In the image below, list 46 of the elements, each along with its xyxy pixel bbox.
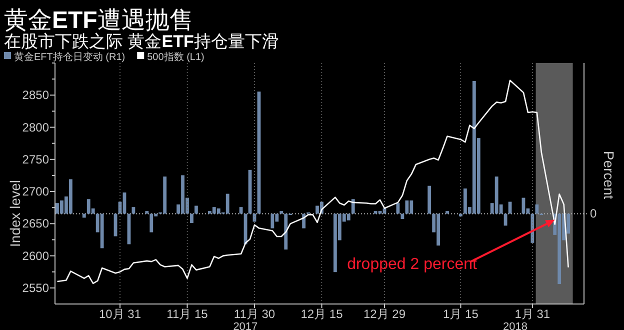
- bar: [459, 214, 462, 216]
- bar: [446, 211, 449, 214]
- bar: [302, 214, 306, 228]
- y-tick-label: 2600: [22, 248, 50, 263]
- y-axis-title: Index level: [7, 180, 23, 247]
- bar: [150, 214, 154, 232]
- legend-label: 黄金EFT持仓日变动 (R1): [14, 51, 126, 63]
- x-tick-label: 1月 31: [514, 307, 550, 321]
- x-tick-label: 10月 31: [98, 307, 142, 321]
- y-tick-label: 2550: [22, 280, 50, 295]
- x-tick-label: 12月 29: [363, 307, 406, 321]
- bar: [82, 214, 86, 218]
- y-tick-label: 2750: [22, 152, 50, 166]
- y-tick-label: 2850: [22, 88, 50, 102]
- bar: [145, 211, 149, 214]
- y-tick-label: 2800: [22, 120, 50, 134]
- text: 0: [590, 206, 597, 221]
- bar: [100, 214, 104, 248]
- bar: [535, 204, 539, 214]
- x-tick-label: 11月 15: [166, 307, 208, 321]
- text: 2017: [233, 321, 258, 330]
- annotation: dropped 2 percent: [347, 256, 478, 273]
- chart-subtitle: 在股市下跌之际 黄金ETF持仓量下滑: [4, 32, 279, 51]
- bar: [284, 214, 288, 250]
- text: 2018: [502, 321, 528, 330]
- x-tick-label: 12月 15: [300, 307, 344, 321]
- legend-label: 500指数 (L1): [147, 51, 204, 63]
- bar: [68, 179, 72, 214]
- bar: [346, 214, 350, 220]
- y-tick-label: 2700: [22, 184, 50, 199]
- bar: [114, 214, 118, 236]
- line-series: [56, 80, 569, 284]
- bar: [351, 199, 355, 214]
- bar: [400, 214, 404, 220]
- x-tick-label: 1月 15: [443, 307, 479, 321]
- bar: [226, 194, 230, 214]
- chart-title: 黄金ETF遭遇抛售: [4, 7, 194, 34]
- bar: [190, 214, 194, 223]
- bar: [428, 186, 432, 214]
- bar: [280, 211, 284, 214]
- y-axis-title: Percent: [601, 150, 617, 200]
- bar: [270, 214, 274, 228]
- y-tick-label: 2650: [22, 216, 50, 231]
- bar: [194, 206, 198, 214]
- x-tick-label: 11月 30: [234, 307, 276, 321]
- bar: [405, 200, 409, 214]
